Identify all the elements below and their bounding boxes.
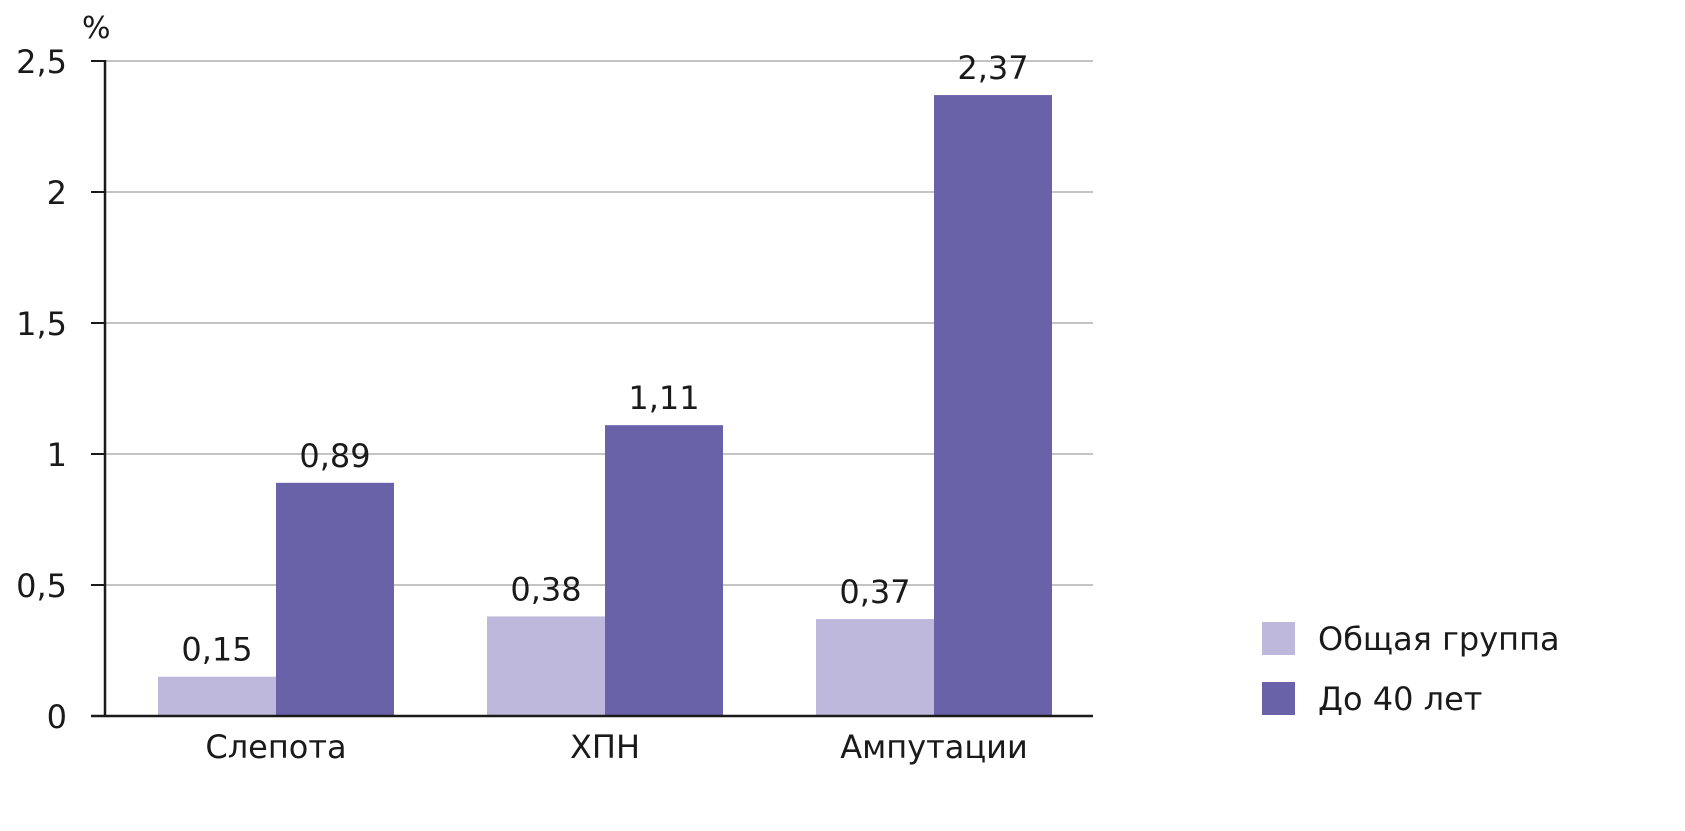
y-tick-label-2: 1 — [47, 436, 67, 474]
legend-label-2: До 40 лет — [1318, 680, 1482, 718]
data-label-1-1: 0,15 — [181, 631, 252, 669]
y-tick-label-5: 2,5 — [16, 43, 67, 81]
y-tick-label-3: 1,5 — [16, 305, 67, 343]
data-label-2-2: 1,11 — [628, 379, 699, 417]
y-tick-label-4: 2 — [47, 174, 67, 212]
bar-2-2 — [605, 425, 723, 716]
data-label-1-3: 0,37 — [839, 573, 910, 611]
axes: 0 0,5 1 1,5 2 2,5% Слепота ХПН Ампутации — [16, 11, 1093, 766]
grid — [105, 60, 1093, 586]
bar-2-1 — [276, 482, 394, 716]
y-tick-label-0: 0 — [47, 698, 67, 736]
bar-2-3 — [934, 95, 1052, 716]
legend-label-1: Общая группа — [1318, 620, 1560, 658]
y-axis-unit-label: % — [82, 11, 111, 46]
data-label-1-2: 0,38 — [510, 570, 581, 608]
x-category-label-1: Слепота — [205, 728, 346, 766]
x-category-label-2: ХПН — [570, 728, 640, 766]
x-category-label-3: Ампутации — [840, 728, 1028, 766]
labels: 0,15 0,38 0,37 0,89 1,11 2,37 — [181, 49, 1028, 669]
bar-1-2 — [487, 616, 605, 716]
bars — [158, 95, 1052, 716]
legend-swatch-2 — [1262, 682, 1295, 715]
bar-1-1 — [158, 676, 276, 716]
y-tick-label-1: 0,5 — [16, 567, 67, 605]
data-label-2-3: 2,37 — [957, 49, 1028, 87]
legend-swatch-1 — [1262, 622, 1295, 655]
bar-1-3 — [816, 619, 934, 716]
data-label-2-1: 0,89 — [299, 437, 370, 475]
legend: Общая группа До 40 лет — [1262, 620, 1560, 718]
